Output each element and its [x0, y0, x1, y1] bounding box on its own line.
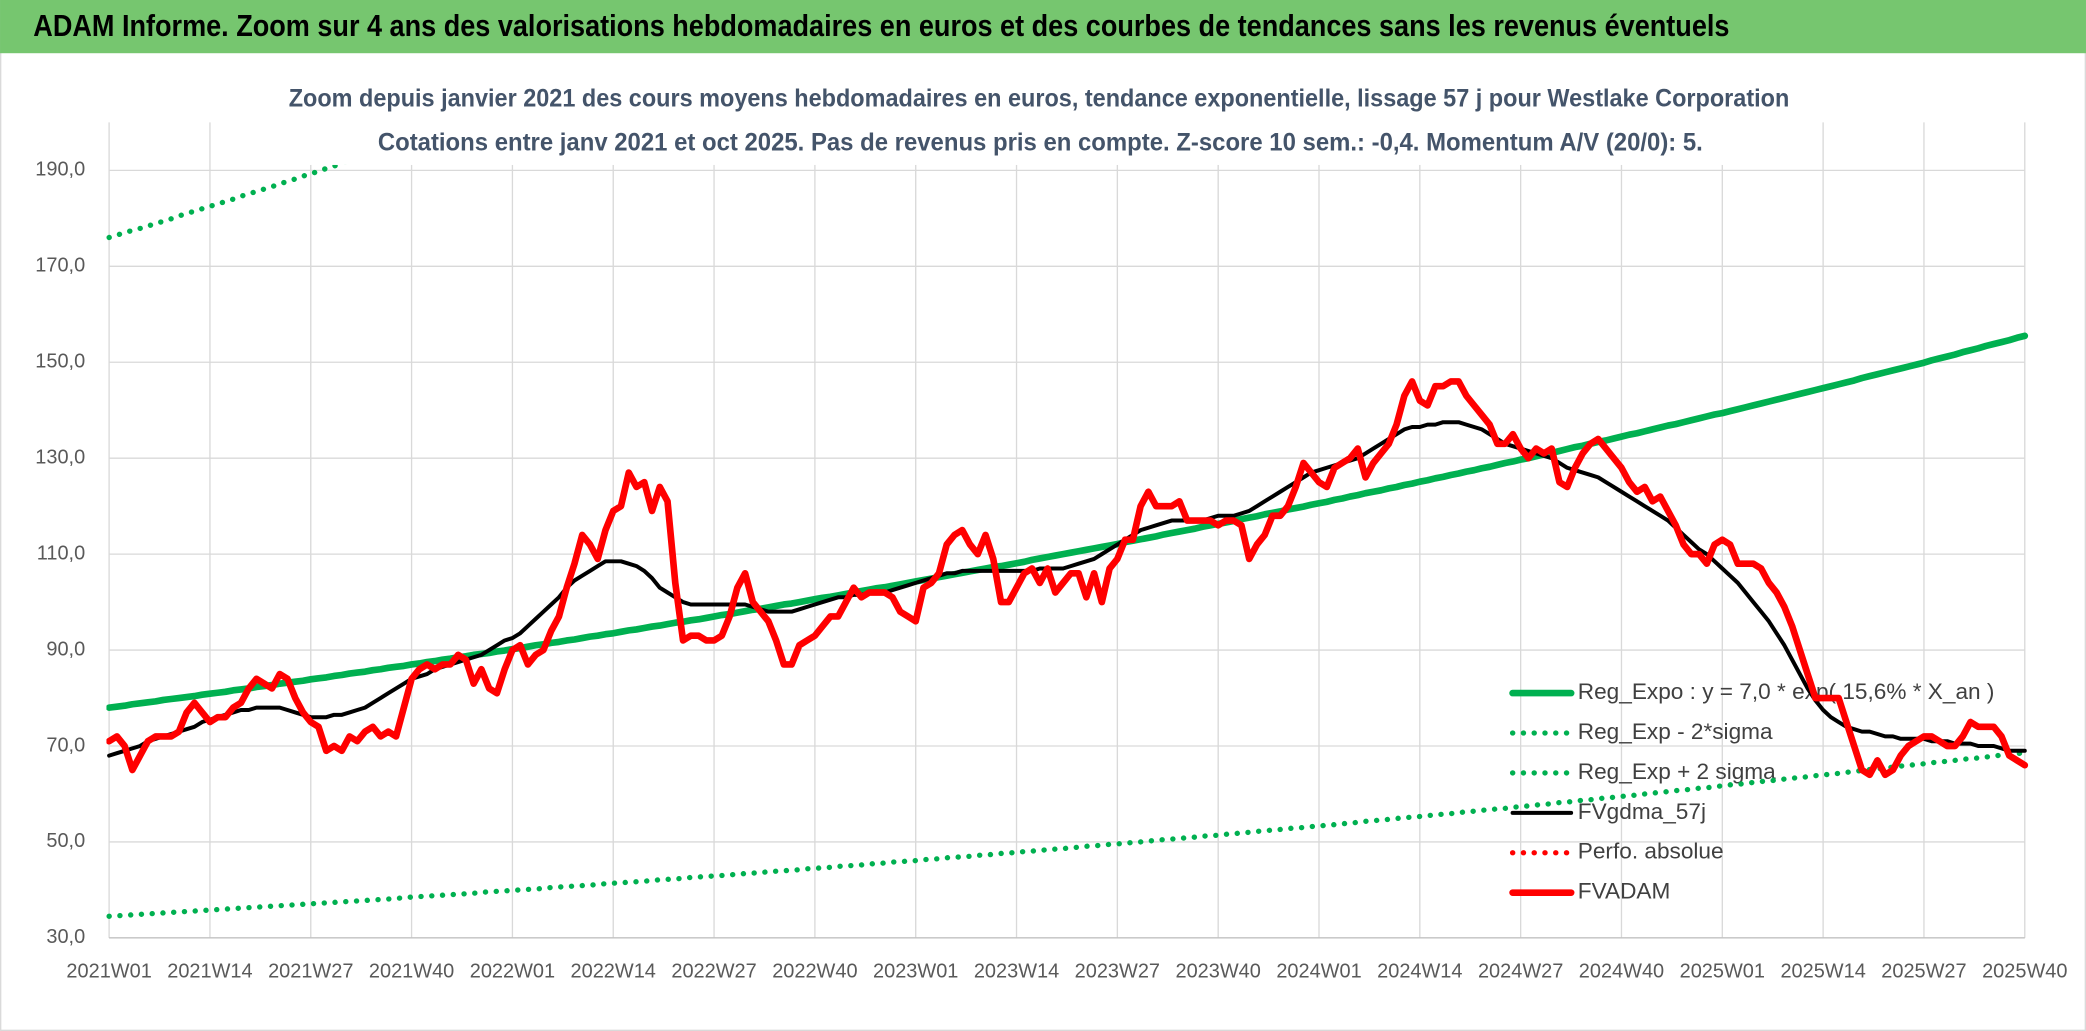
x-tick-label: 2024W14 — [1377, 961, 1462, 983]
x-tick-label: 2021W14 — [167, 961, 252, 983]
x-tick-label: 2025W27 — [1881, 961, 1966, 983]
x-tick-label: 2023W40 — [1176, 961, 1261, 983]
series-line — [107, 420, 2027, 758]
x-tick-label: 2022W01 — [470, 961, 555, 983]
x-tick-label: 2022W27 — [671, 961, 756, 983]
y-tick-label: 110,0 — [37, 542, 85, 564]
y-tick-label: 90,0 — [46, 638, 85, 660]
legend-label: FVADAM — [1578, 879, 1671, 904]
chart-subtitle: Cotations entre janv 2021 et oct 2025. P… — [378, 128, 1703, 156]
y-tick-label: 170,0 — [35, 255, 85, 277]
y-tick-label: 190,0 — [35, 159, 85, 181]
legend-label: Reg_Exp + 2 sigma — [1578, 759, 1776, 784]
x-tick-label: 2021W40 — [369, 961, 454, 983]
header-title: ADAM Informe. Zoom sur 4 ans des valoris… — [33, 9, 1729, 43]
legend-label: FVgdma_57j — [1578, 799, 1706, 824]
series-line — [106, 750, 2028, 919]
y-tick-label: 150,0 — [35, 351, 85, 373]
legend-label: Perfo. absolue — [1578, 839, 1724, 864]
x-tick-label: 2025W01 — [1680, 961, 1765, 983]
legend-label: Reg_Exp - 2*sigma — [1578, 719, 1773, 744]
x-tick-label: 2021W27 — [268, 961, 353, 983]
legend-label: Reg_Expo : y = 7,0 * exp( 15,6% * X_an ) — [1578, 679, 1995, 704]
x-tick-label: 2024W40 — [1579, 961, 1664, 983]
x-tick-label: 2021W01 — [66, 961, 151, 983]
x-tick-label: 2025W14 — [1780, 961, 1865, 983]
header-bar — [0, 0, 2086, 54]
title-box — [266, 77, 1810, 165]
x-tick-label: 2022W40 — [772, 961, 857, 983]
series-line — [106, 122, 461, 241]
y-tick-label: 130,0 — [35, 446, 85, 468]
y-tick-label: 30,0 — [46, 926, 85, 948]
chart-title: Zoom depuis janvier 2021 des cours moyen… — [289, 84, 1790, 112]
x-tick-label: 2024W27 — [1478, 961, 1563, 983]
x-tick-label: 2023W27 — [1075, 961, 1160, 983]
x-tick-label: 2023W14 — [974, 961, 1059, 983]
x-tick-label: 2022W14 — [571, 961, 656, 983]
y-tick-label: 50,0 — [46, 830, 85, 852]
series-line — [106, 378, 2029, 779]
x-tick-label: 2023W01 — [873, 961, 958, 983]
y-tick-label: 70,0 — [46, 734, 85, 756]
x-tick-label: 2025W40 — [1982, 961, 2067, 983]
x-tick-label: 2024W01 — [1276, 961, 1361, 983]
